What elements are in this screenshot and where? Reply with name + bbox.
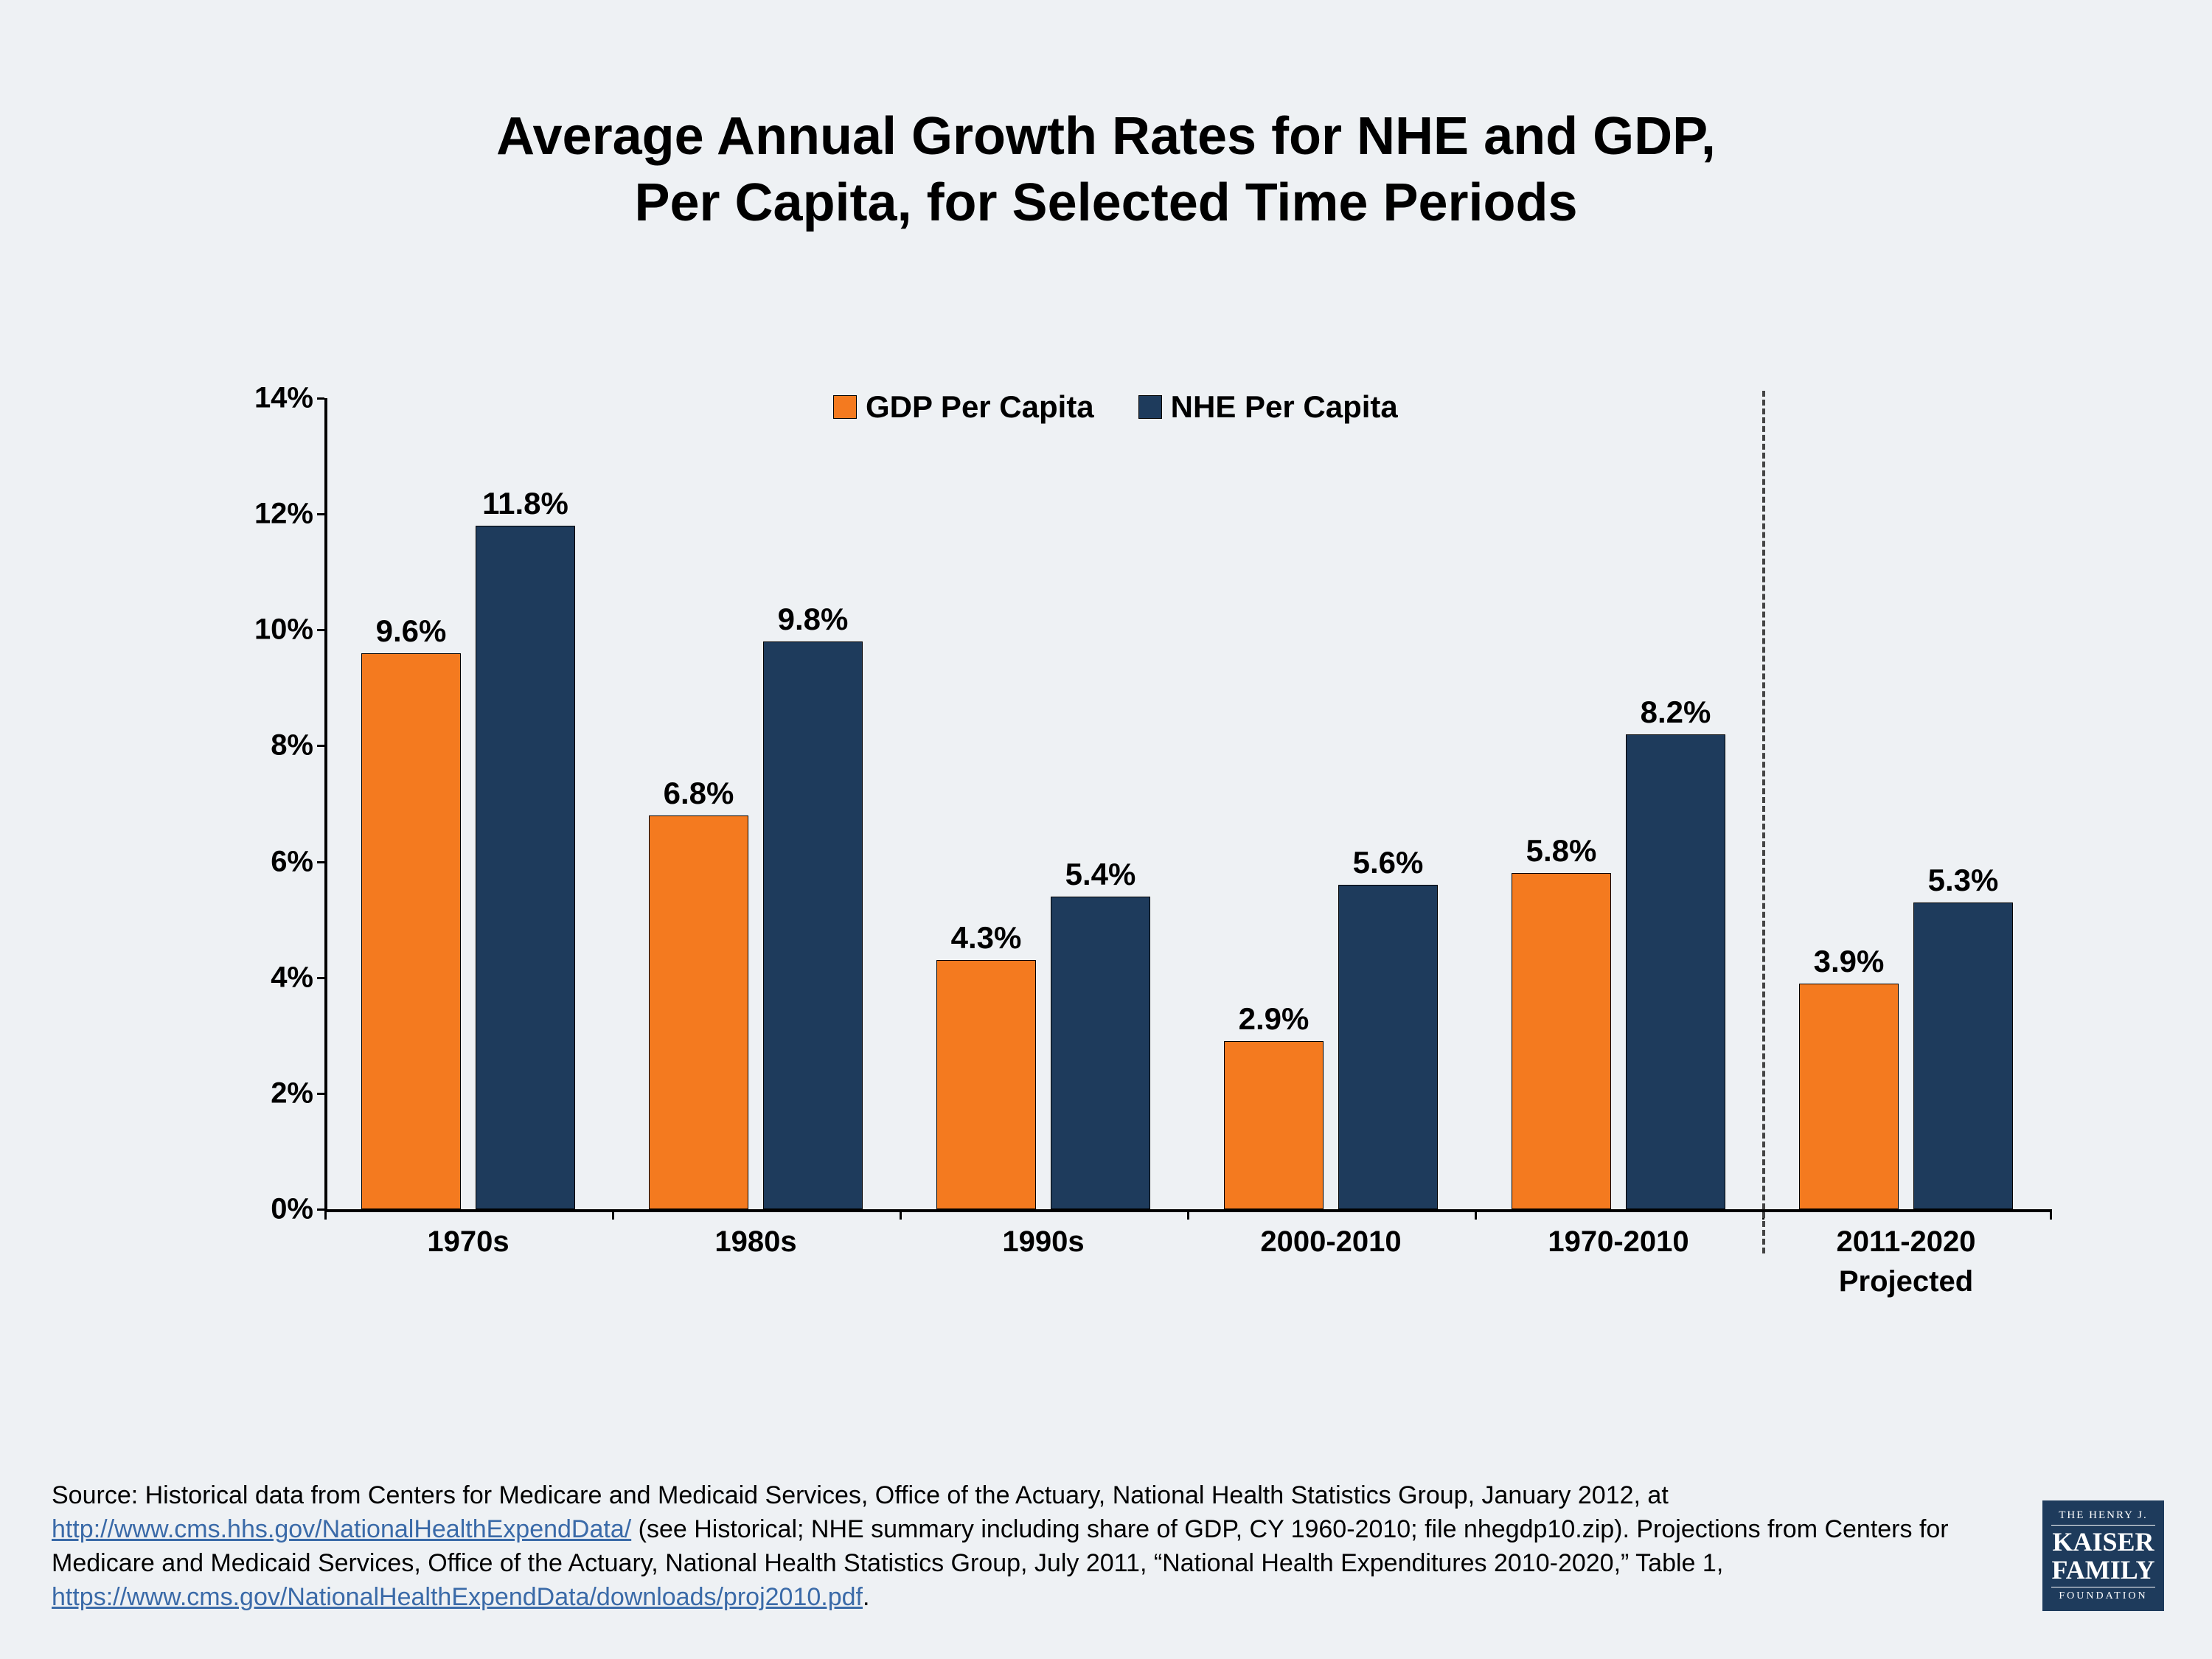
y-tick-label: 14% [192, 382, 313, 415]
bar-value-label: 8.2% [1641, 695, 1711, 730]
logo-main-1: KAISER [2052, 1528, 2154, 1557]
y-tick-label: 10% [192, 613, 313, 647]
projected-divider [1762, 391, 1765, 1253]
y-tick-label: 6% [192, 845, 313, 878]
title-line-1: Average Annual Growth Rates for NHE and … [496, 107, 1716, 166]
bar [1799, 984, 1899, 1209]
x-tick-mark [612, 1209, 614, 1220]
source-prefix: Source: Historical data from Centers for… [52, 1481, 1669, 1509]
bar-value-label: 5.4% [1065, 857, 1136, 892]
x-tick-mark [900, 1209, 902, 1220]
logo-top: THE HENRY J. [2051, 1509, 2154, 1526]
legend: GDP Per Capita NHE Per Capita [833, 389, 1398, 425]
source-suffix: . [863, 1583, 869, 1611]
bar [361, 653, 461, 1209]
x-category-label: 1970-2010 [1548, 1225, 1688, 1259]
chart-title: Average Annual Growth Rates for NHE and … [0, 103, 2212, 236]
bar [1626, 734, 1725, 1209]
title-line-2: Per Capita, for Selected Time Periods [634, 173, 1577, 232]
bar-value-label: 5.3% [1928, 863, 1999, 898]
x-category-label: 1990s [1002, 1225, 1084, 1259]
bar [1224, 1041, 1324, 1209]
plot-area: 9.6% 11.8% 6.8% 9.8% 4.3% 5.4% 2.9% 5.6% 5.8% 8.2… [324, 398, 2050, 1209]
legend-label: GDP Per Capita [866, 389, 1094, 425]
y-tick-mark [317, 861, 324, 863]
legend-item: NHE Per Capita [1138, 389, 1398, 425]
x-tick-mark [2050, 1209, 2052, 1220]
x-category-label: 1980s [714, 1225, 796, 1259]
y-tick-mark [317, 513, 324, 515]
x-category-label: 1970s [427, 1225, 509, 1259]
bar-value-label: 5.8% [1526, 833, 1597, 869]
bar-value-label: 5.6% [1353, 845, 1424, 880]
legend-swatch [833, 395, 857, 419]
bar [1051, 897, 1150, 1209]
bar [763, 641, 863, 1209]
source-note: Source: Historical data from Centers for… [52, 1479, 1983, 1615]
source-link-2[interactable]: https://www.cms.gov/NationalHealthExpend… [52, 1583, 863, 1611]
bar-value-label: 6.8% [664, 776, 734, 811]
y-axis-line [324, 398, 327, 1209]
y-tick-mark [317, 977, 324, 979]
growth-rates-chart: 9.6% 11.8% 6.8% 9.8% 4.3% 5.4% 2.9% 5.6% 5.8% 8.2… [192, 369, 2050, 1298]
y-tick-mark [317, 1093, 324, 1095]
y-tick-label: 0% [192, 1193, 313, 1226]
bar-value-label: 11.8% [482, 486, 568, 521]
legend-item: GDP Per Capita [833, 389, 1094, 425]
y-tick-mark [317, 745, 324, 747]
y-tick-label: 4% [192, 961, 313, 994]
bar-value-label: 3.9% [1814, 944, 1885, 979]
y-tick-mark [317, 397, 324, 400]
kaiser-logo: THE HENRY J. KAISER FAMILY FOUNDATION [2042, 1500, 2164, 1611]
x-tick-mark [1475, 1209, 1477, 1220]
x-category-sublabel: Projected [1839, 1265, 1973, 1298]
bar [649, 815, 748, 1209]
source-link-1[interactable]: http://www.cms.hhs.gov/NationalHealthExp… [52, 1515, 631, 1543]
bar [1512, 873, 1611, 1209]
bar-value-label: 9.6% [376, 613, 447, 649]
legend-label: NHE Per Capita [1171, 389, 1398, 425]
bar [1913, 902, 2013, 1209]
y-tick-label: 8% [192, 729, 313, 762]
y-tick-label: 2% [192, 1077, 313, 1110]
x-tick-mark [1187, 1209, 1189, 1220]
logo-main-2: FAMILY [2051, 1557, 2154, 1585]
bar-value-label: 4.3% [951, 920, 1022, 956]
y-tick-label: 12% [192, 498, 313, 531]
legend-swatch [1138, 395, 1162, 419]
x-category-label: 2011-2020 [1836, 1225, 1975, 1259]
x-category-label: 2000-2010 [1260, 1225, 1401, 1259]
bar-value-label: 9.8% [778, 602, 849, 637]
y-tick-mark [317, 1208, 324, 1211]
bar [936, 960, 1036, 1209]
logo-bottom: FOUNDATION [2051, 1587, 2154, 1602]
y-tick-mark [317, 629, 324, 631]
bar [1338, 885, 1438, 1209]
bar-value-label: 2.9% [1239, 1001, 1310, 1037]
bar [476, 526, 575, 1209]
x-tick-mark [324, 1209, 327, 1220]
